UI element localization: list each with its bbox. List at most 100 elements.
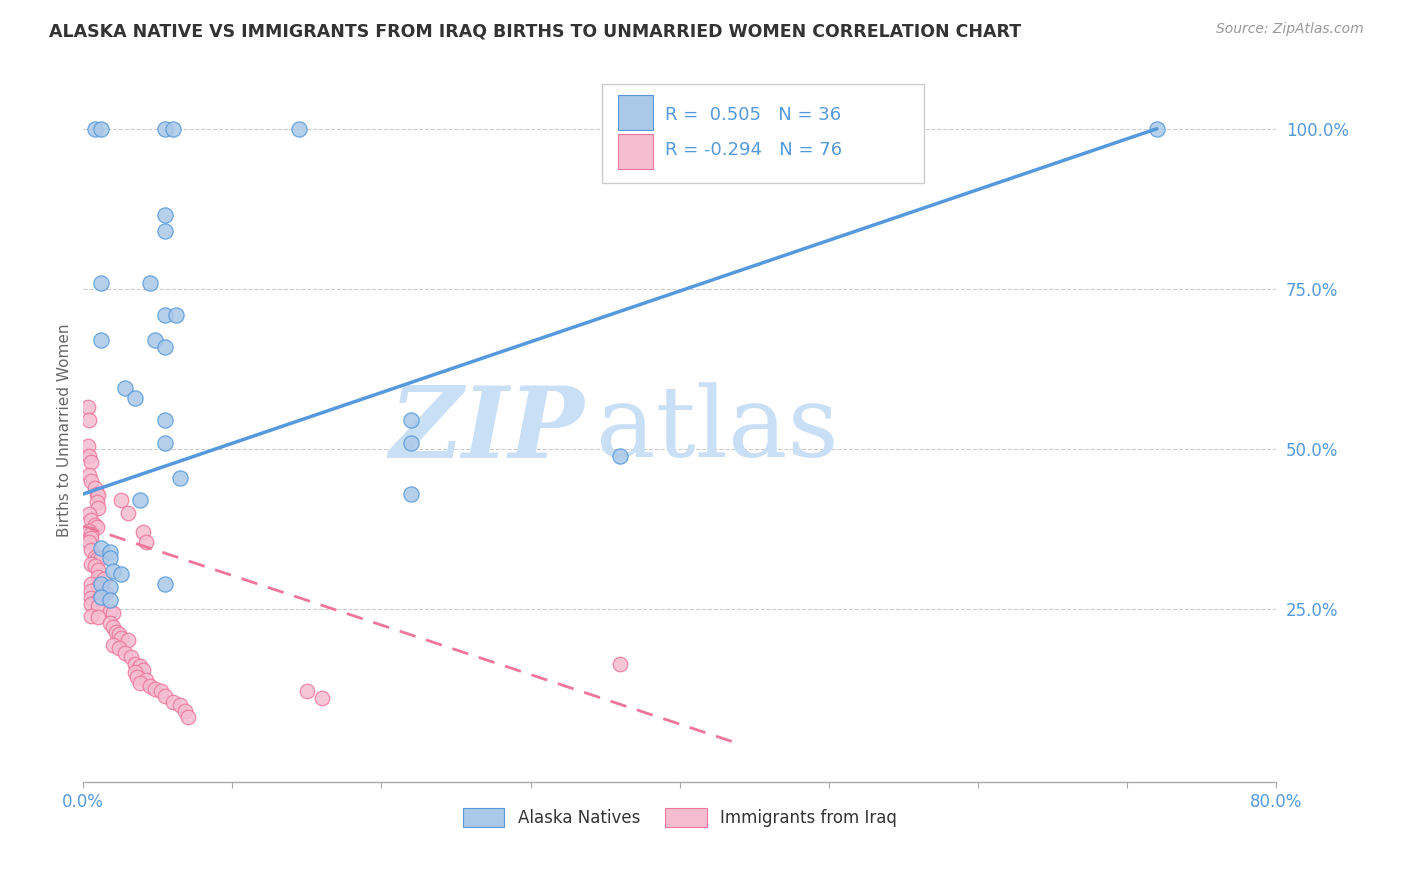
Point bbox=[90, 551, 112, 566]
Point bbox=[155, 208, 177, 222]
Point bbox=[87, 610, 110, 624]
Point bbox=[155, 340, 177, 354]
Point bbox=[143, 682, 166, 697]
Point bbox=[77, 508, 100, 522]
Point bbox=[117, 506, 139, 520]
Point bbox=[90, 576, 112, 591]
Point bbox=[86, 494, 108, 508]
Point bbox=[638, 121, 661, 136]
Legend: Alaska Natives, Immigrants from Iraq: Alaska Natives, Immigrants from Iraq bbox=[456, 801, 904, 834]
Text: Source: ZipAtlas.com: Source: ZipAtlas.com bbox=[1216, 22, 1364, 37]
Point bbox=[108, 640, 131, 655]
Point bbox=[401, 413, 423, 427]
Point bbox=[155, 435, 177, 450]
FancyBboxPatch shape bbox=[602, 85, 924, 183]
Point bbox=[129, 676, 152, 690]
Point bbox=[105, 624, 128, 639]
Point bbox=[401, 435, 423, 450]
Point bbox=[76, 439, 98, 453]
Point bbox=[80, 597, 103, 611]
Point bbox=[143, 333, 166, 347]
Point bbox=[155, 224, 177, 238]
Point bbox=[87, 501, 110, 516]
Point bbox=[139, 276, 162, 290]
Point bbox=[110, 567, 132, 582]
Point bbox=[87, 563, 110, 577]
Point bbox=[173, 704, 195, 718]
Point bbox=[90, 276, 112, 290]
Point bbox=[609, 657, 631, 671]
Text: R =  0.505   N = 36: R = 0.505 N = 36 bbox=[665, 105, 842, 124]
Point bbox=[98, 544, 121, 558]
Point bbox=[401, 487, 423, 501]
Point bbox=[90, 590, 112, 604]
Point bbox=[108, 626, 131, 640]
Point bbox=[98, 616, 121, 631]
Point bbox=[80, 531, 103, 545]
Point bbox=[77, 535, 100, 549]
Point bbox=[135, 673, 157, 687]
Point bbox=[98, 551, 121, 566]
Point bbox=[132, 525, 155, 540]
Point bbox=[86, 487, 108, 501]
Point bbox=[93, 572, 115, 586]
Point bbox=[165, 308, 187, 322]
Point bbox=[87, 599, 110, 614]
Point bbox=[124, 657, 146, 671]
Point bbox=[149, 684, 172, 698]
Point bbox=[84, 481, 107, 495]
Point bbox=[129, 493, 152, 508]
Point bbox=[114, 381, 136, 395]
Point bbox=[101, 620, 124, 634]
Point bbox=[87, 570, 110, 584]
Text: R = -0.294   N = 76: R = -0.294 N = 76 bbox=[665, 141, 842, 159]
Point bbox=[80, 608, 103, 623]
Point bbox=[155, 308, 177, 322]
Point bbox=[132, 663, 155, 677]
Point bbox=[80, 584, 103, 599]
Point bbox=[90, 541, 112, 556]
Point bbox=[86, 552, 108, 566]
Point bbox=[155, 576, 177, 591]
Text: atlas: atlas bbox=[596, 382, 839, 478]
Point bbox=[77, 449, 100, 463]
Point bbox=[80, 526, 103, 541]
Point bbox=[80, 558, 103, 572]
Point bbox=[80, 576, 103, 591]
Text: ALASKA NATIVE VS IMMIGRANTS FROM IRAQ BIRTHS TO UNMARRIED WOMEN CORRELATION CHAR: ALASKA NATIVE VS IMMIGRANTS FROM IRAQ BI… bbox=[49, 22, 1021, 40]
Point bbox=[77, 413, 100, 427]
Point bbox=[124, 665, 146, 680]
Point bbox=[139, 679, 162, 693]
Point bbox=[169, 471, 191, 485]
Point bbox=[288, 121, 311, 136]
Point bbox=[84, 549, 107, 564]
Y-axis label: Births to Unmarried Women: Births to Unmarried Women bbox=[58, 323, 72, 537]
Point bbox=[295, 684, 318, 698]
Point bbox=[80, 513, 103, 527]
Point bbox=[94, 586, 117, 600]
Point bbox=[114, 646, 136, 660]
Point bbox=[77, 524, 100, 538]
Point bbox=[80, 591, 103, 605]
Point bbox=[176, 710, 198, 724]
Point bbox=[84, 517, 107, 532]
Point bbox=[609, 449, 631, 463]
Point bbox=[169, 698, 191, 713]
Point bbox=[135, 535, 157, 549]
Point bbox=[125, 670, 148, 684]
Point bbox=[98, 604, 121, 618]
Bar bbox=[617, 95, 654, 130]
Point bbox=[117, 633, 139, 648]
Point bbox=[162, 121, 184, 136]
Point bbox=[77, 467, 100, 482]
Point bbox=[155, 689, 177, 703]
Point bbox=[87, 488, 110, 502]
Point bbox=[1146, 121, 1168, 136]
Point bbox=[87, 580, 110, 594]
Point bbox=[110, 493, 132, 508]
Point bbox=[84, 121, 107, 136]
Point bbox=[101, 638, 124, 652]
Point bbox=[80, 455, 103, 469]
Point bbox=[124, 391, 146, 405]
Point bbox=[80, 474, 103, 488]
